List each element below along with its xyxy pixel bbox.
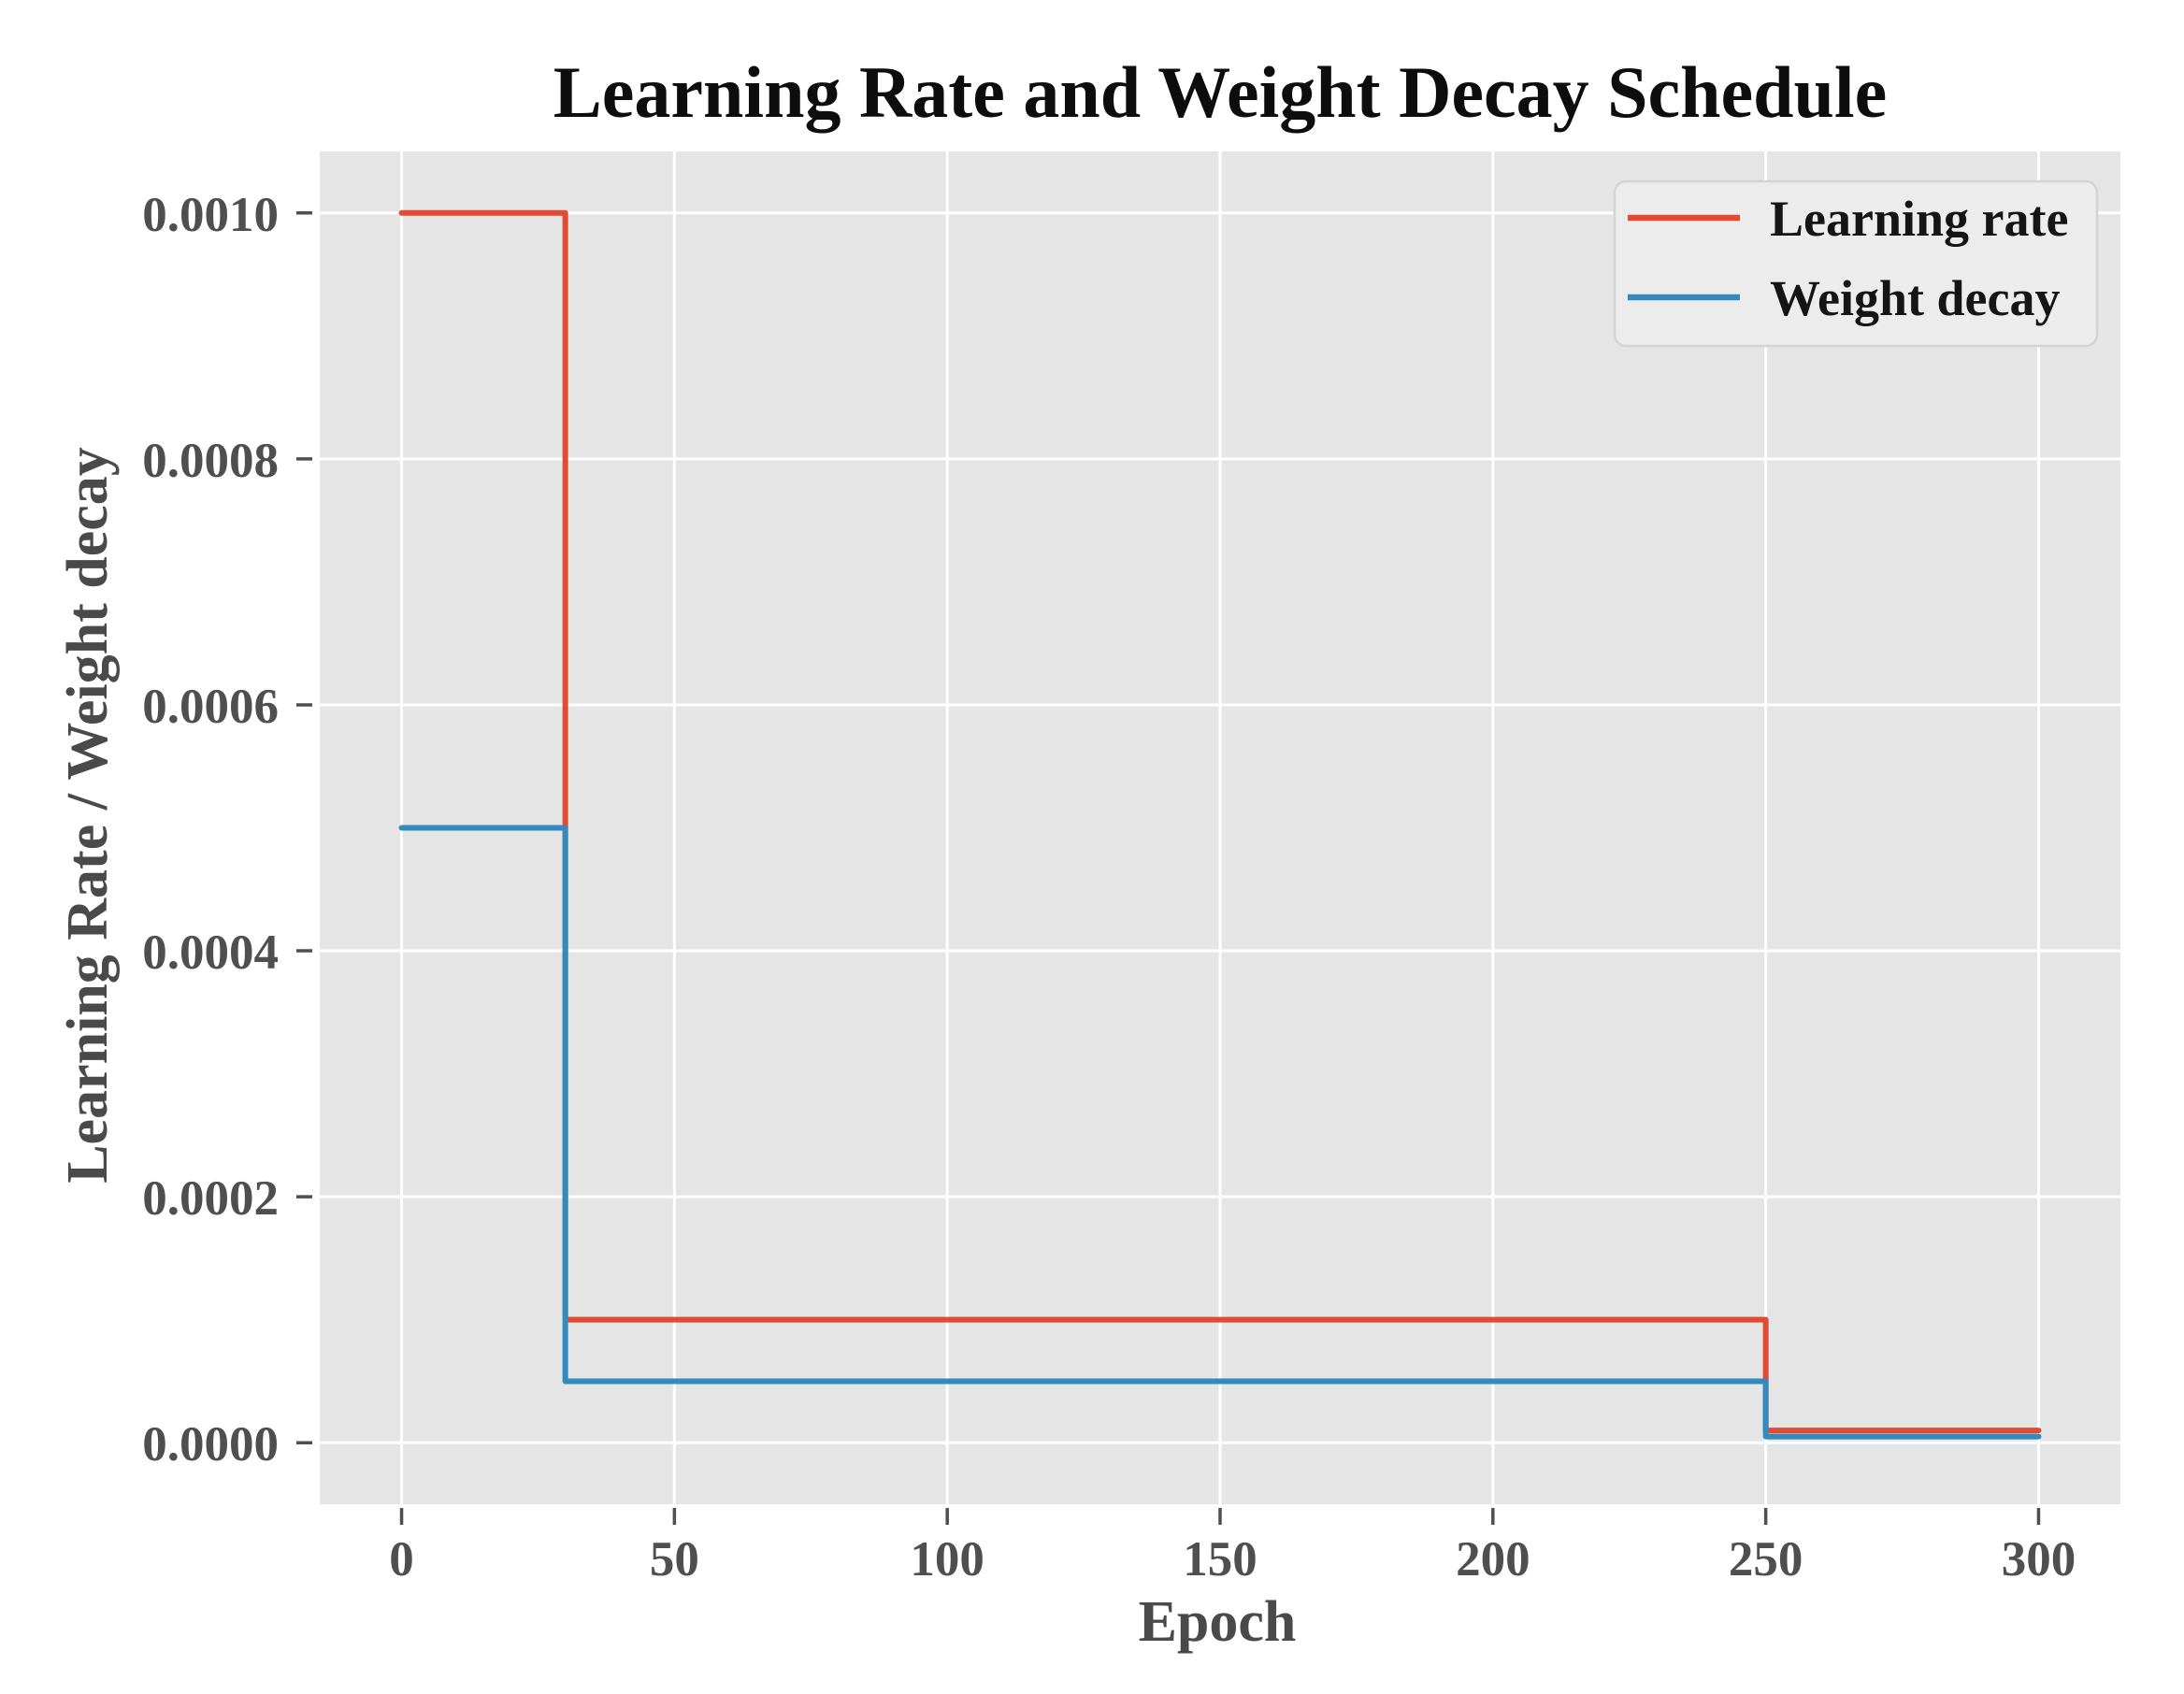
x-tick-label-150: 150 — [1183, 1532, 1257, 1586]
y-axis-label: Learning Rate / Weight decay — [56, 447, 120, 1184]
legend: Learning rate Weight decay — [1613, 179, 2099, 348]
legend-label-learning-rate: Learning rate — [1770, 191, 2068, 247]
gridlines — [320, 151, 2120, 1504]
x-tick-label-200: 200 — [1456, 1532, 1530, 1586]
axis-tick-marks — [296, 211, 2041, 1525]
x-tick-label-50: 50 — [650, 1532, 699, 1586]
y-tick-label-0.0002: 0.0002 — [142, 1171, 279, 1226]
y-tick-label-0.0010: 0.0010 — [142, 188, 279, 242]
x-tick-label-100: 100 — [910, 1532, 984, 1586]
y-tick-labels: 0.0000 0.0002 0.0004 0.0006 0.0008 0.0010 — [142, 188, 279, 1471]
x-tick-label-300: 300 — [2002, 1532, 2076, 1586]
weight-decay-line — [398, 825, 2042, 1440]
x-axis-label: Epoch — [1139, 1590, 1297, 1654]
x-tick-label-250: 250 — [1729, 1532, 1803, 1586]
x-tick-labels: 0 50 100 150 200 250 300 — [389, 1532, 2076, 1586]
series-lines — [398, 209, 2042, 1440]
x-tick-label-0: 0 — [389, 1532, 414, 1586]
chart-title: Learning Rate and Weight Decay Schedule — [553, 51, 1887, 133]
y-tick-label-0.0004: 0.0004 — [142, 926, 279, 980]
legend-box — [1613, 179, 2099, 348]
legend-label-weight-decay: Weight decay — [1770, 270, 2060, 326]
learning-rate-line — [398, 209, 2042, 1434]
y-tick-label-0.0006: 0.0006 — [142, 680, 279, 734]
y-tick-label-0.0008: 0.0008 — [142, 434, 279, 488]
y-tick-label-0.0000: 0.0000 — [142, 1417, 279, 1471]
